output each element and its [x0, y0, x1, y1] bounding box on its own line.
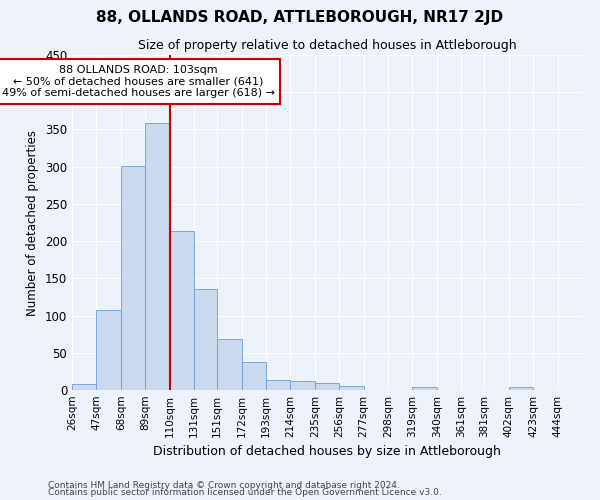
Bar: [217, 338, 242, 390]
Bar: [242, 362, 266, 390]
Bar: [72, 384, 97, 390]
Text: Contains public sector information licensed under the Open Government Licence v3: Contains public sector information licen…: [48, 488, 442, 497]
Bar: [315, 382, 339, 390]
Bar: [412, 387, 437, 390]
Bar: [266, 380, 290, 390]
Bar: [290, 381, 315, 390]
Bar: [339, 386, 364, 390]
Text: 88, OLLANDS ROAD, ATTLEBOROUGH, NR17 2JD: 88, OLLANDS ROAD, ATTLEBOROUGH, NR17 2JD: [97, 10, 503, 25]
Bar: [509, 387, 533, 390]
Y-axis label: Number of detached properties: Number of detached properties: [26, 130, 40, 316]
X-axis label: Distribution of detached houses by size in Attleborough: Distribution of detached houses by size …: [153, 446, 501, 458]
Text: 88 OLLANDS ROAD: 103sqm
← 50% of detached houses are smaller (641)
49% of semi-d: 88 OLLANDS ROAD: 103sqm ← 50% of detache…: [2, 65, 275, 98]
Bar: [145, 122, 170, 390]
Title: Size of property relative to detached houses in Attleborough: Size of property relative to detached ho…: [137, 40, 517, 52]
Text: Contains HM Land Registry data © Crown copyright and database right 2024.: Contains HM Land Registry data © Crown c…: [48, 480, 400, 490]
Bar: [97, 310, 121, 390]
Bar: [170, 232, 194, 390]
Bar: [121, 166, 145, 390]
Bar: [194, 289, 217, 390]
